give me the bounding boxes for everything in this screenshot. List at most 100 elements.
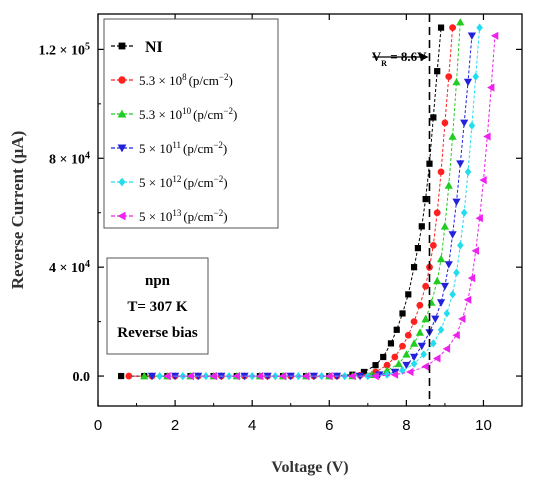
data-point bbox=[448, 231, 457, 239]
data-point bbox=[380, 353, 387, 361]
legend-label: NI bbox=[145, 39, 163, 56]
data-point bbox=[147, 372, 157, 381]
axes: 0 2 4 6 8 10 0.0 4 × 104 8 × 104 1.2 × 105 Voltage… bbox=[8, 13, 523, 476]
x-tick-label: 6 bbox=[325, 417, 333, 434]
data-point bbox=[429, 241, 437, 249]
y-tick-label: 8 × 104 bbox=[49, 150, 90, 168]
data-point bbox=[360, 368, 368, 376]
data-point bbox=[399, 366, 406, 375]
legend-marker bbox=[117, 144, 127, 153]
data-point bbox=[420, 350, 427, 359]
legend-marker bbox=[118, 42, 126, 50]
data-point bbox=[302, 372, 310, 381]
data-point bbox=[456, 160, 465, 168]
data-point bbox=[383, 366, 392, 374]
data-point bbox=[434, 68, 441, 75]
series-6 bbox=[163, 31, 499, 381]
series-layer bbox=[118, 18, 499, 381]
x-tick-label: 4 bbox=[248, 417, 256, 434]
legend-label: 5.3 × 108 (p/cm−2) bbox=[139, 72, 233, 88]
data-point bbox=[248, 372, 256, 381]
data-point bbox=[460, 119, 469, 127]
data-point bbox=[325, 372, 333, 381]
data-point bbox=[442, 344, 451, 353]
y-axis-label: Reverse Current (μA) bbox=[8, 131, 27, 290]
data-point bbox=[410, 264, 418, 271]
data-point bbox=[444, 181, 453, 189]
data-point bbox=[421, 314, 430, 323]
legend-item: 5 × 1011 (p/cm−2) bbox=[111, 140, 227, 156]
data-point bbox=[483, 132, 491, 141]
data-point bbox=[441, 119, 449, 127]
data-point bbox=[430, 114, 437, 121]
data-point bbox=[414, 245, 422, 252]
x-tick-label: 8 bbox=[402, 417, 410, 434]
data-point bbox=[156, 372, 163, 381]
annotation-line: T= 307 K bbox=[127, 299, 188, 315]
data-point bbox=[456, 18, 465, 26]
data-point bbox=[437, 299, 446, 307]
data-point bbox=[232, 372, 240, 381]
data-point bbox=[415, 328, 424, 336]
data-point bbox=[449, 290, 456, 299]
legend: NI 5.3 × 108 (p/cm−2) 5.3 × 1010 (p/cm−2) 5 ×… bbox=[103, 18, 279, 229]
y-tick-label: 0.0 bbox=[73, 370, 91, 385]
data-point bbox=[471, 246, 479, 255]
legend-item: 5 × 1013 (p/cm−2) bbox=[111, 208, 228, 224]
data-point bbox=[458, 314, 466, 323]
data-point bbox=[452, 331, 460, 340]
data-point bbox=[404, 331, 412, 339]
data-point bbox=[453, 268, 460, 277]
data-point bbox=[427, 298, 436, 306]
data-point bbox=[431, 315, 440, 323]
data-point bbox=[468, 121, 476, 130]
data-point bbox=[422, 282, 430, 290]
data-point bbox=[255, 372, 264, 381]
legend-marker bbox=[117, 211, 126, 221]
legend-label: 5 × 1013 (p/cm−2) bbox=[139, 208, 228, 224]
data-point bbox=[402, 350, 411, 358]
data-point bbox=[387, 340, 395, 347]
data-point bbox=[476, 23, 483, 32]
annotation-line: npn bbox=[145, 273, 171, 289]
data-point bbox=[437, 168, 445, 176]
annotation-box: npn T= 307 K Reverse bias bbox=[106, 257, 209, 355]
data-point bbox=[452, 198, 461, 206]
data-point bbox=[410, 353, 419, 362]
legend-box bbox=[103, 18, 279, 229]
data-point bbox=[371, 372, 379, 381]
plot-frame bbox=[97, 13, 523, 407]
data-point bbox=[125, 372, 133, 380]
legend-label: 5 × 1012 (p/cm−2) bbox=[139, 174, 228, 190]
reference-label: VR = 8.6V bbox=[372, 49, 427, 68]
data-point bbox=[402, 361, 411, 370]
series-5 bbox=[156, 23, 483, 381]
data-point bbox=[457, 241, 464, 250]
data-point bbox=[433, 276, 442, 285]
x-tick-label: 0 bbox=[94, 417, 102, 434]
data-point bbox=[209, 372, 217, 381]
data-point bbox=[318, 372, 325, 381]
annotation-frame bbox=[106, 257, 209, 355]
legend-marker bbox=[118, 177, 126, 187]
data-point bbox=[186, 372, 194, 381]
data-point bbox=[348, 372, 356, 381]
data-point bbox=[383, 361, 391, 369]
x-tick-label: 2 bbox=[171, 417, 179, 434]
data-point bbox=[278, 372, 287, 381]
data-point bbox=[464, 167, 472, 176]
data-point bbox=[422, 196, 429, 203]
annotation-line: Reverse bias bbox=[117, 325, 198, 341]
legend-label: 5 × 1011 (p/cm−2) bbox=[139, 140, 227, 156]
data-point bbox=[163, 372, 171, 381]
data-point bbox=[475, 214, 483, 223]
data-point bbox=[390, 370, 399, 379]
data-point bbox=[421, 362, 429, 371]
data-point bbox=[394, 359, 403, 368]
data-point bbox=[418, 223, 425, 230]
data-point bbox=[463, 78, 473, 87]
data-point bbox=[399, 342, 406, 350]
data-point bbox=[202, 372, 210, 381]
data-point bbox=[410, 339, 419, 347]
